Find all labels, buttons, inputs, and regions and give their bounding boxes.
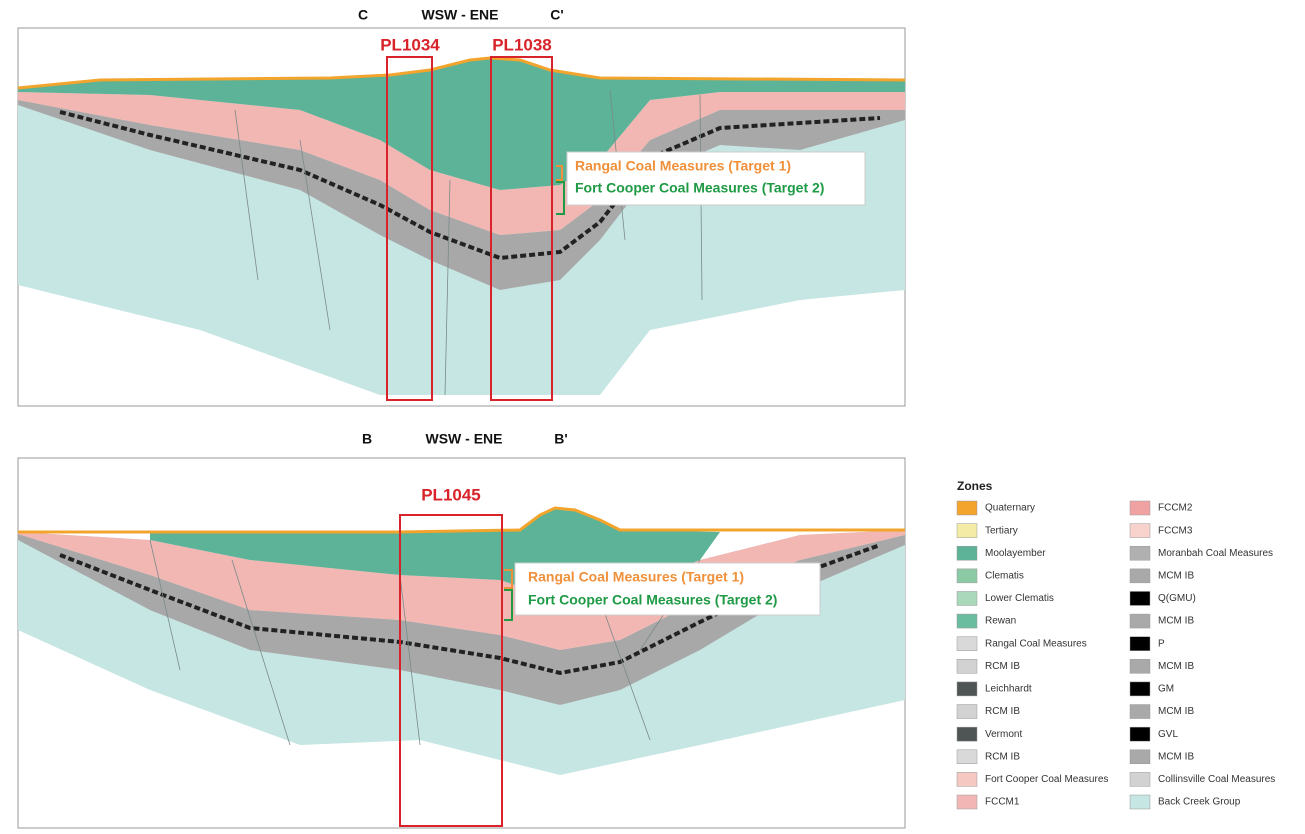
- callout-target-2: Fort Cooper Coal Measures (Target 2): [528, 592, 777, 608]
- legend-swatch: [957, 591, 977, 605]
- legend-label: Rangal Coal Measures: [985, 638, 1087, 649]
- legend-swatch: [1130, 569, 1150, 583]
- callout-target-2: Fort Cooper Coal Measures (Target 2): [575, 180, 824, 196]
- quaternary: [18, 508, 905, 532]
- section-title: WSW - ENE: [422, 7, 499, 23]
- legend-swatch: [957, 546, 977, 560]
- legend-swatch: [957, 659, 977, 673]
- legend-label: MCM IB: [1158, 616, 1194, 627]
- legend-label: MCM IB: [1158, 570, 1194, 581]
- legend-swatch: [1130, 614, 1150, 628]
- legend-swatch: [957, 705, 977, 719]
- legend-label: Quaternary: [985, 503, 1035, 514]
- legend-label: Collinsville Coal Measures: [1158, 774, 1275, 785]
- legend-label: Tertiary: [985, 525, 1018, 536]
- borehole-label: PL1045: [421, 485, 481, 504]
- legend-swatch: [1130, 524, 1150, 538]
- legend-label: FCCM1: [985, 797, 1020, 808]
- legend-label: GVL: [1158, 729, 1178, 740]
- legend-swatch: [957, 569, 977, 583]
- legend-swatch: [1130, 750, 1150, 764]
- legend-swatch: [957, 614, 977, 628]
- borehole-label: PL1038: [492, 35, 552, 54]
- legend-swatch: [1130, 501, 1150, 515]
- legend-label: RCM IB: [985, 706, 1020, 717]
- legend-swatch: [1130, 727, 1150, 741]
- section-right-label: C': [550, 7, 563, 23]
- legend-label: Moolayember: [985, 548, 1046, 559]
- legend-title: Zones: [957, 479, 993, 493]
- legend-label: Rewan: [985, 616, 1016, 627]
- callout-target-1: Rangal Coal Measures (Target 1): [528, 569, 744, 585]
- legend-swatch: [1130, 772, 1150, 786]
- legend-label: Leichhardt: [985, 684, 1032, 695]
- borehole-label: PL1034: [380, 35, 440, 54]
- legend-swatch: [957, 637, 977, 651]
- legend-swatch: [1130, 591, 1150, 605]
- legend-swatch: [957, 727, 977, 741]
- legend-label: MCM IB: [1158, 751, 1194, 762]
- section-bottom: B WSW - ENE B' PL1045 Rangal Coal Measur…: [18, 431, 905, 828]
- legend-label: Q(GMU): [1158, 593, 1196, 604]
- legend-swatch: [1130, 682, 1150, 696]
- legend-label: GM: [1158, 684, 1174, 695]
- section-right-label: B': [554, 431, 567, 447]
- legend-swatch: [957, 750, 977, 764]
- legend-label: Clematis: [985, 570, 1024, 581]
- legend-label: P: [1158, 638, 1165, 649]
- legend-label: MCM IB: [1158, 661, 1194, 672]
- legend-swatch: [957, 772, 977, 786]
- legend-label: RCM IB: [985, 751, 1020, 762]
- legend-label: FCCM3: [1158, 525, 1193, 536]
- legend-label: Fort Cooper Coal Measures: [985, 774, 1108, 785]
- callout-target-1: Rangal Coal Measures (Target 1): [575, 158, 791, 174]
- legend-label: RCM IB: [985, 661, 1020, 672]
- legend: Zones Quaternary Tertiary Moolayember Clema…: [957, 479, 1275, 809]
- legend-label: Lower Clematis: [985, 593, 1054, 604]
- section-top: C WSW - ENE C' PL1034 PL1038 Rangal Coal…: [18, 7, 905, 406]
- section-left-label: B: [362, 431, 372, 447]
- legend-label: MCM IB: [1158, 706, 1194, 717]
- legend-swatch: [957, 501, 977, 515]
- legend-label: Back Creek Group: [1158, 797, 1241, 808]
- legend-swatch: [1130, 795, 1150, 809]
- legend-swatch: [957, 682, 977, 696]
- section-title: WSW - ENE: [426, 431, 503, 447]
- section-left-label: C: [358, 7, 368, 23]
- legend-swatch: [957, 524, 977, 538]
- legend-label: Vermont: [985, 729, 1022, 740]
- legend-swatch: [1130, 546, 1150, 560]
- legend-swatch: [1130, 637, 1150, 651]
- page: C WSW - ENE C' PL1034 PL1038 Rangal Coal…: [0, 0, 1305, 834]
- legend-swatch: [1130, 705, 1150, 719]
- legend-swatch: [1130, 659, 1150, 673]
- legend-swatch: [957, 795, 977, 809]
- legend-label: Moranbah Coal Measures: [1158, 548, 1273, 559]
- legend-label: FCCM2: [1158, 503, 1193, 514]
